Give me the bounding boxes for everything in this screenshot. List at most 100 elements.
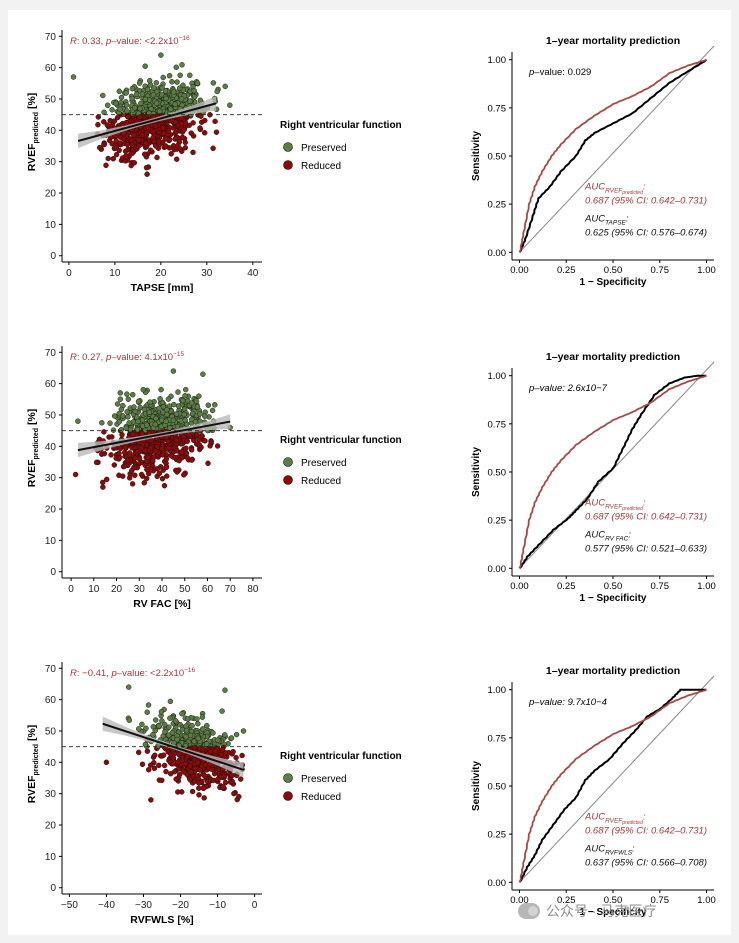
y-tick-label: 0 — [50, 883, 56, 894]
correlation-annotation: R: 0.33, p–value: <2.2x10−16 — [70, 35, 190, 47]
y-tick-label: 10 — [45, 536, 57, 547]
y-tick-label: 1.00 — [488, 685, 507, 696]
x-axis-title: TAPSE [mm] — [131, 282, 194, 294]
point-reduced — [119, 431, 125, 438]
point-preserved — [127, 426, 134, 433]
roc-curve-rvef-predicted — [518, 58, 707, 253]
point-preserved — [152, 421, 159, 428]
point-reduced — [103, 476, 110, 483]
point-preserved — [152, 717, 159, 723]
point-reduced — [196, 785, 202, 791]
point-preserved — [107, 420, 113, 426]
point-preserved — [165, 396, 172, 402]
point-reduced — [150, 458, 156, 464]
point-reduced — [151, 765, 158, 772]
point-preserved — [144, 422, 150, 428]
y-tick-label: 0 — [50, 251, 56, 262]
correlation-annotation: R: −0.41, p–value: <2.2x10−16 — [70, 667, 196, 679]
point-preserved — [153, 80, 160, 86]
roc-curve-comparator — [518, 688, 707, 883]
point-preserved — [138, 100, 144, 107]
point-preserved — [101, 109, 107, 116]
y-axis-title: RVEFpredicted [%] — [26, 725, 40, 804]
point-reduced — [129, 142, 136, 148]
point-preserved — [214, 88, 220, 95]
point-preserved — [175, 403, 182, 409]
point-reduced — [151, 138, 157, 145]
point-reduced — [147, 147, 154, 154]
point-preserved — [179, 726, 186, 733]
point-reduced — [144, 171, 150, 177]
point-preserved — [150, 731, 156, 738]
point-preserved — [174, 736, 180, 743]
roc-title: 1–year mortality prediction — [546, 351, 680, 363]
point-reduced — [136, 143, 142, 149]
legend-preserved-swatch — [283, 457, 293, 467]
point-preserved — [132, 105, 138, 111]
point-reduced — [202, 438, 208, 444]
point-reduced — [138, 445, 144, 451]
point-preserved — [118, 94, 125, 101]
point-reduced — [110, 155, 117, 162]
point-preserved — [140, 386, 147, 393]
point-reduced — [218, 774, 224, 781]
legend-preserved-label: Preserved — [301, 143, 347, 154]
point-reduced — [179, 134, 186, 141]
point-reduced — [163, 464, 170, 470]
point-preserved — [153, 100, 160, 107]
x-tick-label: 1.00 — [697, 265, 716, 276]
point-preserved — [187, 98, 193, 104]
point-reduced — [100, 484, 106, 490]
point-preserved — [156, 108, 163, 115]
point-preserved — [113, 100, 119, 107]
roc-p-value: p–value: 9.7x10−4 — [528, 697, 607, 708]
point-reduced — [188, 130, 194, 136]
y-tick-label: 0.75 — [488, 419, 507, 430]
point-reduced — [137, 114, 143, 120]
legend-title: Right ventricular function — [280, 751, 402, 762]
legend-preserved-label: Preserved — [301, 458, 347, 469]
point-reduced — [236, 793, 242, 800]
point-reduced — [166, 136, 173, 143]
point-reduced — [117, 445, 124, 452]
x-tick-label: 20 — [111, 584, 123, 595]
x-tick-label: 50 — [179, 584, 191, 595]
scatter-points — [70, 52, 233, 177]
point-reduced — [167, 770, 174, 777]
point-reduced — [207, 748, 214, 755]
point-preserved — [126, 717, 133, 723]
point-preserved — [189, 410, 196, 417]
point-reduced — [168, 151, 174, 157]
point-reduced — [138, 471, 145, 478]
point-reduced — [210, 145, 216, 152]
point-reduced — [132, 472, 138, 479]
point-reduced — [143, 475, 150, 482]
point-preserved — [209, 407, 216, 414]
x-tick-label: 0.75 — [651, 265, 670, 276]
point-preserved — [200, 726, 206, 732]
point-reduced — [111, 462, 118, 468]
point-reduced — [199, 433, 205, 439]
point-reduced — [72, 471, 79, 478]
point-preserved — [185, 716, 191, 722]
point-preserved — [181, 411, 187, 418]
point-reduced — [160, 125, 167, 131]
point-reduced — [95, 121, 101, 128]
roc-curve-rvef-predicted — [518, 688, 707, 883]
point-preserved — [143, 725, 149, 732]
point-preserved — [129, 391, 136, 398]
point-reduced — [96, 144, 103, 151]
point-reduced — [200, 785, 207, 791]
legend-reduced-label: Reduced — [301, 792, 341, 803]
point-reduced — [187, 763, 193, 769]
point-reduced — [143, 164, 150, 171]
x-tick-label: −10 — [209, 900, 226, 911]
x-tick-label: 60 — [202, 584, 214, 595]
y-tick-label: 0.25 — [488, 516, 507, 527]
point-preserved — [170, 417, 177, 424]
point-preserved — [158, 709, 165, 715]
point-reduced — [113, 151, 120, 158]
point-reduced — [152, 448, 159, 454]
roc-panel-roc_fac: 1–year mortality prediction 0.000.00 0.25 0… — [471, 351, 716, 604]
point-preserved — [135, 418, 141, 425]
